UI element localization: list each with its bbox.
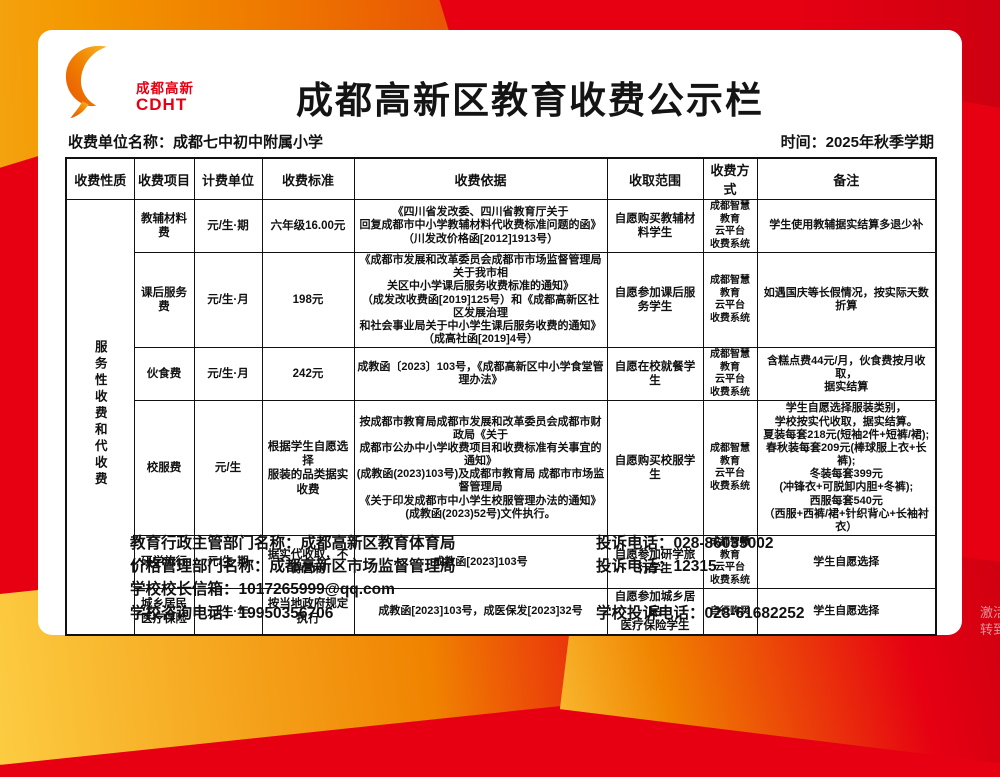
cell-item: 城乡居民 医疗保险 bbox=[133, 588, 195, 636]
term-label: 时间：2025年秋季学期 bbox=[780, 134, 934, 151]
unit-name-label: 收费单位名称：成都七中初中附属小学 bbox=[68, 134, 324, 151]
col-header-fee-method: 收费方式 bbox=[702, 157, 758, 200]
cell-method: 成都智慧教育 云平台 收费系统 bbox=[702, 347, 758, 402]
cell-unit: 元/生 bbox=[193, 400, 263, 537]
activation-watermark: 激活 转到 bbox=[980, 604, 1000, 638]
table-row: 课后服务费 元/生·月 198元 《成都市发展和改革委员会成都市市场监督管理局关… bbox=[66, 251, 937, 349]
fee-table: 收费性质 收费项目 计费单位 收费标准 收费依据 收取范围 收费方式 备注 服务… bbox=[65, 157, 937, 637]
fee-category-vertical-label: 服务性收费和代收费 bbox=[92, 340, 107, 489]
cell-basis: 成教函[2023]103号 bbox=[353, 535, 608, 590]
cell-standard: 根据学生自愿选择 服装的品类据实收费 bbox=[261, 400, 355, 537]
cell-scope: 自愿参加研学旅行学生 bbox=[606, 535, 704, 590]
table-row: 伙食费 元/生·月 242元 成教函〔2023〕103号，《成都高新区中小学食堂… bbox=[66, 347, 937, 402]
complaint-phone-1: 投诉电话：028-86035002 bbox=[596, 535, 774, 552]
col-header-remark: 备注 bbox=[756, 157, 937, 200]
cell-remark: 学生使用教辅据实结算多退少补 bbox=[756, 199, 937, 253]
page-title: 成都高新区教育收费公示栏 bbox=[296, 80, 764, 121]
cell-remark: 学生自愿选择 bbox=[756, 588, 937, 636]
principal-email-label: 学校校长信箱：1017265999@qq.com bbox=[130, 581, 395, 599]
footer-spacer bbox=[596, 578, 926, 601]
complaint-phone-2: 投诉电话：12315 bbox=[596, 558, 717, 576]
logo-swoosh-icon bbox=[62, 44, 132, 121]
cdht-logo: 成都高新 CDHT bbox=[62, 44, 194, 121]
logo-text-cn: 成都高新 bbox=[136, 81, 194, 96]
cell-method: 成都智慧教育 云平台 收费系统 bbox=[702, 400, 758, 537]
table-header-row: 收费性质 收费项目 计费单位 收费标准 收费依据 收取范围 收费方式 备注 bbox=[65, 157, 937, 200]
cell-standard: 按当地政府规定执行 bbox=[261, 588, 355, 636]
cell-method: 成都智慧教育 云平台 收费系统 bbox=[702, 199, 758, 253]
cell-unit: 元/生·期 bbox=[193, 535, 263, 590]
cell-standard: 198元 bbox=[261, 251, 355, 349]
table-row: 服务性收费和代收费 教辅材料费 元/生·期 六年级16.00元 《四川省发改委、… bbox=[65, 199, 937, 636]
cell-basis: 《成都市发展和改革委员会成都市市场监督管理局关于我市相 关区中小学课后服务收费标… bbox=[353, 251, 608, 349]
logo-text: 成都高新 CDHT bbox=[136, 81, 194, 115]
cell-unit: 元/生·月 bbox=[193, 347, 263, 402]
col-header-fee-standard: 收费标准 bbox=[261, 157, 355, 200]
cell-unit: 元/生·年 bbox=[193, 588, 263, 636]
cell-unit: 元/生·期 bbox=[193, 199, 263, 253]
cell-item: 教辅材料费 bbox=[133, 199, 195, 253]
cell-remark: 含糕点费44元/月，伙食费按月收取， 据实结算 bbox=[756, 347, 937, 402]
cell-item: 课后服务费 bbox=[133, 251, 195, 349]
table-row: 城乡居民 医疗保险 元/生·年 按当地政府规定执行 成教函[2023]103号，… bbox=[66, 588, 937, 636]
cell-method: 成都智慧教育 云平台 收费系统 bbox=[702, 251, 758, 349]
cell-standard: 六年级16.00元 bbox=[261, 199, 355, 253]
col-header-fee-item: 收费项目 bbox=[133, 157, 195, 200]
cell-scope: 自愿参加城乡居民 医疗保险学生 bbox=[606, 588, 704, 636]
cell-scope: 自愿参加课后服务学生 bbox=[606, 251, 704, 349]
col-header-fee-nature: 收费性质 bbox=[65, 157, 135, 200]
cell-scope: 自愿购买校服学生 bbox=[606, 400, 704, 537]
cell-basis: 成教函〔2023〕103号，《成都高新区中小学食堂管理办法》 bbox=[353, 347, 608, 402]
contact-footer: 教育行政主管部门名称：成都高新区教育体育局 投诉电话：028-86035002 … bbox=[130, 532, 926, 625]
fee-table-wrap: 收费性质 收费项目 计费单位 收费标准 收费依据 收取范围 收费方式 备注 服务… bbox=[65, 157, 937, 637]
cell-scope: 自愿购买教辅材料学生 bbox=[606, 199, 704, 253]
table-row: 校服费 元/生 根据学生自愿选择 服装的品类据实收费 按成都市教育局成都市发展和… bbox=[66, 400, 937, 537]
poster-panel: 成都高新 CDHT 成都高新区教育收费公示栏 收费单位名称：成都七中初中附属小学… bbox=[38, 30, 962, 637]
watermark-line-2: 转到 bbox=[979, 622, 1000, 637]
school-complaint-phone: 学校投诉电话：028-61682252 bbox=[596, 604, 805, 622]
admin-dept-label: 教育行政主管部门名称：成都高新区教育体育局 bbox=[130, 535, 456, 552]
logo-text-en: CDHT bbox=[136, 95, 188, 115]
cell-remark: 学生自愿选择 bbox=[756, 535, 937, 590]
col-header-fee-basis: 收费依据 bbox=[353, 157, 608, 200]
watermark-line-1: 激活 bbox=[979, 605, 1000, 620]
price-dept-label: 价格管理部门名称：成都高新区市场监督管理局 bbox=[130, 558, 456, 576]
school-phone-label: 学校咨询电话：19950356706 bbox=[130, 604, 334, 622]
cell-item: 伙食费 bbox=[133, 347, 195, 402]
cell-item: 研学旅行 bbox=[133, 535, 195, 590]
cell-item: 校服费 bbox=[133, 400, 195, 537]
cell-scope: 自愿在校就餐学生 bbox=[606, 347, 704, 402]
cell-unit: 元/生·月 bbox=[193, 251, 263, 349]
cell-method: 自行购买 bbox=[702, 588, 758, 636]
cell-fee-category: 服务性收费和代收费 bbox=[65, 199, 135, 636]
cell-basis: 按成都市教育局成都市发展和改革委员会成都市财政局《关于 成都市公办中小学收费项目… bbox=[353, 400, 608, 537]
table-row: 研学旅行 元/生·期 据实代收取，不得营利 成教函[2023]103号 自愿参加… bbox=[66, 535, 937, 590]
info-row: 收费单位名称：成都七中初中附属小学 时间：2025年秋季学期 bbox=[68, 131, 934, 152]
col-header-billing-unit: 计费单位 bbox=[193, 157, 263, 200]
cell-standard: 据实代收取，不得营利 bbox=[261, 535, 355, 590]
cell-standard: 242元 bbox=[261, 347, 355, 402]
col-header-fee-scope: 收取范围 bbox=[606, 157, 704, 200]
cell-basis: 成教函[2023]103号，成医保发[2023]32号 bbox=[353, 588, 608, 636]
cell-remark: 如遇国庆等长假情况，按实际天数折算 bbox=[756, 251, 937, 349]
cell-basis: 《四川省发改委、四川省教育厅关于 回复成都市中小学教辅材料代收费标准问题的函》 … bbox=[353, 199, 608, 253]
cell-remark: 学生自愿选择服装类别， 学校按实代收取，据实结算。 夏装每套218元(短袖2件+… bbox=[756, 400, 937, 537]
